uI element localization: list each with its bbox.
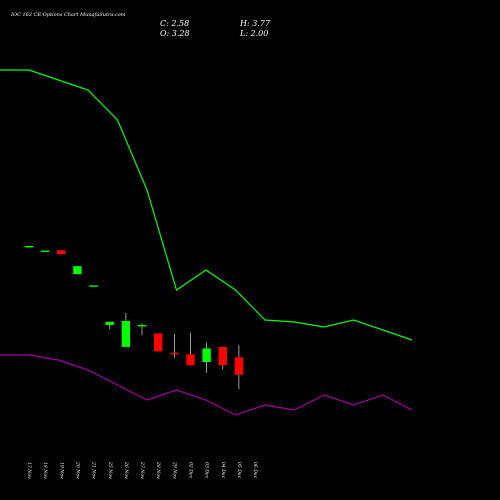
candle-body	[24, 246, 34, 248]
x-tick-label: 03 Dec	[204, 462, 210, 479]
candle-body	[154, 333, 163, 352]
candle	[73, 266, 82, 275]
x-tick-label: 20 Nov	[74, 461, 80, 479]
open-value: O: 3.28	[160, 29, 190, 38]
x-tick-label: 19 Nov	[58, 462, 64, 479]
x-tick-label: 26 Nov	[123, 461, 129, 479]
x-tick-label: 21 Nov	[91, 461, 97, 479]
candle-body	[57, 250, 66, 255]
candle-body	[137, 325, 147, 327]
candle-body	[73, 266, 82, 275]
candle	[170, 333, 179, 358]
candle-body	[89, 285, 98, 287]
candle-body	[105, 321, 114, 325]
x-tick-label: 29 Nov	[171, 461, 177, 479]
candle	[218, 346, 227, 370]
x-tick-label: 05 Dec	[236, 462, 242, 479]
x-tick-label: 25 Nov	[107, 461, 113, 479]
candle	[24, 246, 34, 248]
close-value: C: 2.58	[160, 19, 189, 28]
x-tick-label: 06 Dec	[252, 462, 258, 479]
x-tick-label: 02 Dec	[188, 462, 194, 479]
x-tick-label: 18 Nov	[42, 462, 48, 479]
series-line-1	[0, 69, 413, 341]
x-tick-label: 04 Dec	[220, 462, 226, 479]
high-value: H: 3.77	[239, 19, 271, 28]
candle-body	[121, 321, 131, 347]
low-value: L: 2.00	[239, 29, 268, 38]
series-lines	[0, 69, 413, 416]
candle	[121, 313, 131, 347]
chart-title: IOC 162 CE Options Chart MunafaSutra.com	[10, 12, 126, 18]
candle	[186, 332, 195, 366]
candle	[202, 342, 211, 373]
x-axis-labels: 17 Nov 18 Nov 19 Nov 20 Nov 21 Nov 25 Nov 26 N…	[26, 461, 258, 479]
candle-body	[186, 354, 195, 366]
candle	[57, 250, 66, 255]
candle	[89, 285, 98, 287]
candle-body	[170, 352, 179, 355]
x-tick-label: 17 Nov	[26, 462, 32, 479]
candle	[234, 345, 244, 390]
candles	[24, 246, 244, 390]
candle	[40, 250, 50, 252]
candle-body	[218, 346, 227, 366]
candle	[105, 321, 114, 330]
candle-body	[234, 357, 244, 375]
candle-body	[202, 348, 211, 363]
candle	[137, 323, 147, 336]
x-tick-label: 28 Nov	[155, 461, 161, 479]
x-tick-label: 27 Nov	[139, 461, 145, 479]
series-line-2	[0, 354, 413, 416]
candle-body	[40, 250, 50, 252]
candle	[154, 333, 163, 352]
